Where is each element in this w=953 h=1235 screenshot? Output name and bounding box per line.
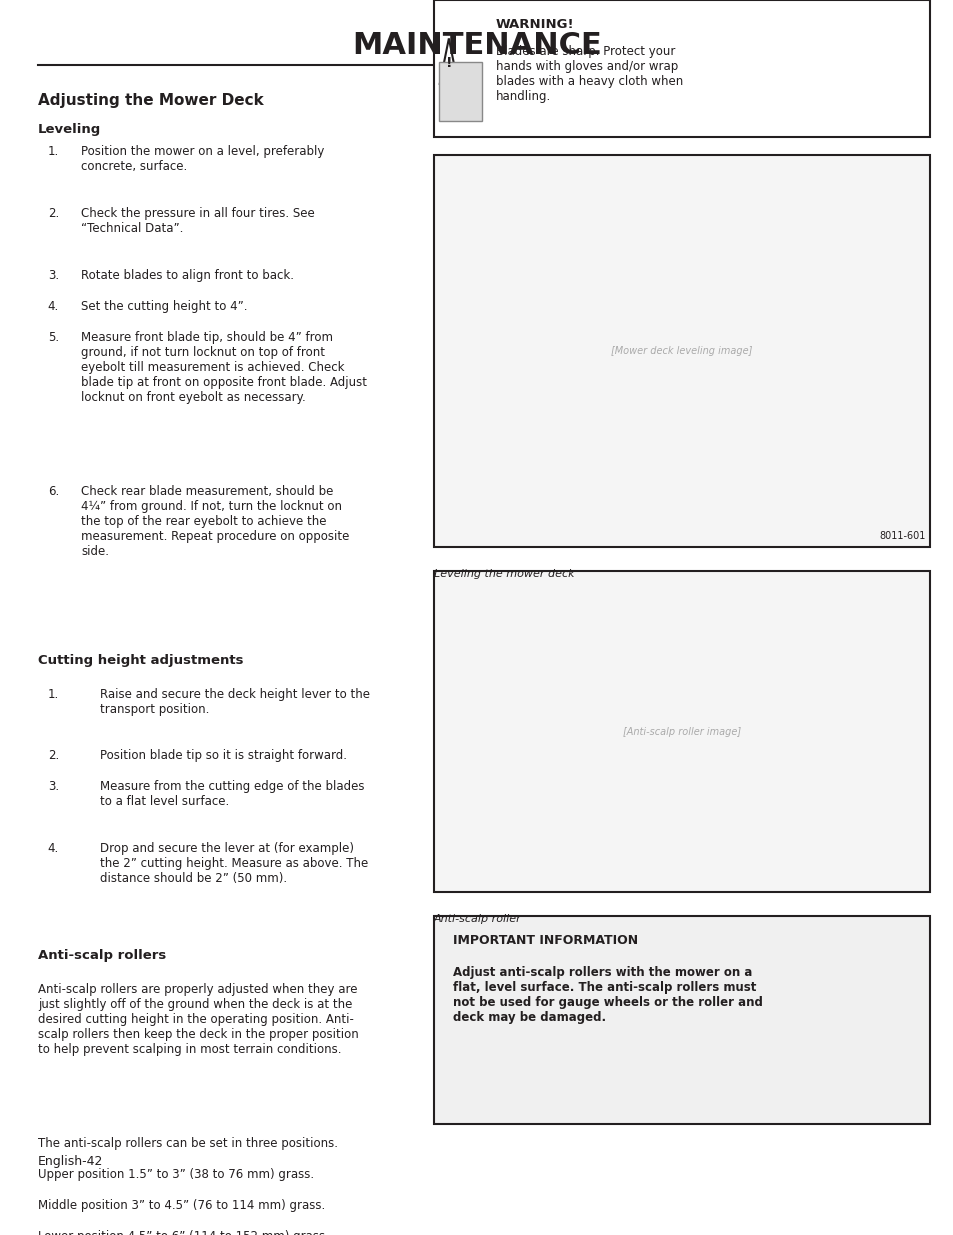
Text: Lower position 4.5” to 6” (114 to 152 mm) grass.: Lower position 4.5” to 6” (114 to 152 mm… [38,1230,329,1235]
Text: Adjust anti-scalp rollers with the mower on a
flat, level surface. The anti-scal: Adjust anti-scalp rollers with the mower… [453,966,762,1024]
Text: Check the pressure in all four tires. See
“Technical Data”.: Check the pressure in all four tires. Se… [81,207,314,235]
FancyBboxPatch shape [434,154,929,547]
Text: !: ! [445,57,452,70]
Text: Middle position 3” to 4.5” (76 to 114 mm) grass.: Middle position 3” to 4.5” (76 to 114 mm… [38,1199,325,1213]
Text: 2.: 2. [48,750,59,762]
Text: 4.: 4. [48,842,59,856]
Text: [Mower deck leveling image]: [Mower deck leveling image] [611,346,752,356]
Text: English-42: English-42 [38,1155,104,1168]
Text: Position blade tip so it is straight forward.: Position blade tip so it is straight for… [100,750,347,762]
Text: Position the mower on a level, preferably
concrete, surface.: Position the mower on a level, preferabl… [81,146,324,173]
FancyBboxPatch shape [434,916,929,1124]
Text: Rotate blades to align front to back.: Rotate blades to align front to back. [81,269,294,282]
Text: Raise and secure the deck height lever to the
transport position.: Raise and secure the deck height lever t… [100,688,370,715]
Text: Blades are sharp. Protect your
hands with gloves and/or wrap
blades with a heavy: Blades are sharp. Protect your hands wit… [496,46,682,104]
Text: Measure from the cutting edge of the blades
to a flat level surface.: Measure from the cutting edge of the bla… [100,781,364,809]
Text: 1.: 1. [48,688,59,700]
Text: Cutting height adjustments: Cutting height adjustments [38,655,243,667]
Text: Leveling: Leveling [38,122,101,136]
Text: [Anti-scalp roller image]: [Anti-scalp roller image] [622,726,740,736]
Text: MAINTENANCE: MAINTENANCE [352,31,601,59]
Text: The anti-scalp rollers can be set in three positions.: The anti-scalp rollers can be set in thr… [38,1137,337,1150]
Text: Drop and secure the lever at (for example)
the 2” cutting height. Measure as abo: Drop and secure the lever at (for exampl… [100,842,368,885]
Text: 1.: 1. [48,146,59,158]
Text: 3.: 3. [48,269,59,282]
Text: 8011-601: 8011-601 [878,531,924,541]
Text: 5.: 5. [48,331,59,343]
Text: Leveling the mower deck: Leveling the mower deck [434,568,574,579]
Text: Set the cutting height to 4”.: Set the cutting height to 4”. [81,300,248,312]
Text: Anti-scalp rollers are properly adjusted when they are
just slightly off of the : Anti-scalp rollers are properly adjusted… [38,983,358,1056]
FancyBboxPatch shape [434,0,929,137]
FancyBboxPatch shape [434,571,929,892]
Text: Anti-scalp rollers: Anti-scalp rollers [38,950,166,962]
Text: 4.: 4. [48,300,59,312]
Text: 2.: 2. [48,207,59,220]
Text: Upper position 1.5” to 3” (38 to 76 mm) grass.: Upper position 1.5” to 3” (38 to 76 mm) … [38,1168,314,1181]
Text: Measure front blade tip, should be 4” from
ground, if not turn locknut on top of: Measure front blade tip, should be 4” fr… [81,331,367,404]
Text: WARNING!: WARNING! [496,17,574,31]
Text: Anti-scalp roller: Anti-scalp roller [434,914,521,924]
Text: 6.: 6. [48,485,59,499]
Text: 3.: 3. [48,781,59,793]
Text: IMPORTANT INFORMATION: IMPORTANT INFORMATION [453,934,638,947]
Text: Adjusting the Mower Deck: Adjusting the Mower Deck [38,93,264,107]
FancyBboxPatch shape [438,62,481,121]
Text: Check rear blade measurement, should be
4¼” from ground. If not, turn the locknu: Check rear blade measurement, should be … [81,485,349,558]
